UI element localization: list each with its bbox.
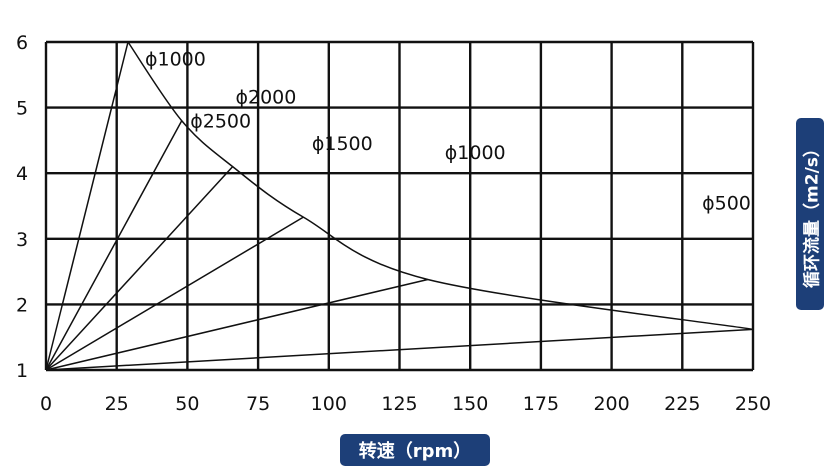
diameter-annotation: ϕ500 [702, 193, 751, 215]
y-tick-label: 4 [16, 163, 28, 185]
speed-rays [45, 41, 754, 371]
x-tick-labels: 0 25 50 75 100 125 150 175 200 225 250 [40, 393, 771, 415]
x-tick-label: 250 [735, 393, 771, 415]
envelope-curve-group [127, 41, 754, 331]
x-tick-label: 75 [246, 393, 270, 415]
y-axis-label: 循环流量（m2/s） [802, 140, 823, 288]
x-tick-label: 100 [311, 393, 347, 415]
speed-ray-1 [45, 41, 129, 371]
y-tick-labels: 1 2 3 4 5 6 [16, 32, 28, 382]
diameter-annotation: ϕ1000 [445, 142, 506, 164]
y-tick-label: 5 [16, 98, 28, 120]
x-tick-label: 175 [523, 393, 559, 415]
diameter-annotation: ϕ2500 [190, 111, 251, 133]
diameter-annotation: ϕ1500 [312, 133, 373, 155]
chart-grid [44, 40, 755, 372]
y-axis-label-box: 循环流量（m2/s） [796, 118, 824, 310]
x-tick-label: 25 [105, 393, 129, 415]
x-tick-label: 50 [175, 393, 199, 415]
diameter-annotation: ϕ1000 [145, 48, 206, 70]
speed-ray-5 [45, 278, 428, 371]
y-tick-label: 6 [16, 32, 28, 54]
x-tick-label: 200 [593, 393, 629, 415]
annotations: ϕ1000 ϕ2000 ϕ2500 ϕ1500 ϕ1000 ϕ500 [145, 48, 751, 214]
x-tick-label: 225 [664, 393, 700, 415]
diameter-annotation: ϕ2000 [235, 86, 296, 108]
y-tick-label: 3 [16, 229, 28, 251]
x-tick-label: 150 [452, 393, 488, 415]
speed-ray-4 [45, 216, 304, 371]
y-tick-label: 2 [16, 294, 28, 316]
x-axis-label: 转速（rpm） [340, 434, 490, 466]
speed-ray-2 [45, 120, 183, 371]
speed-ray-6 [45, 328, 754, 371]
speed-ray-3 [45, 166, 234, 371]
y-tick-label: 1 [16, 360, 28, 382]
x-tick-label: 0 [40, 393, 52, 415]
envelope-curve [127, 41, 754, 331]
x-tick-label: 125 [381, 393, 417, 415]
